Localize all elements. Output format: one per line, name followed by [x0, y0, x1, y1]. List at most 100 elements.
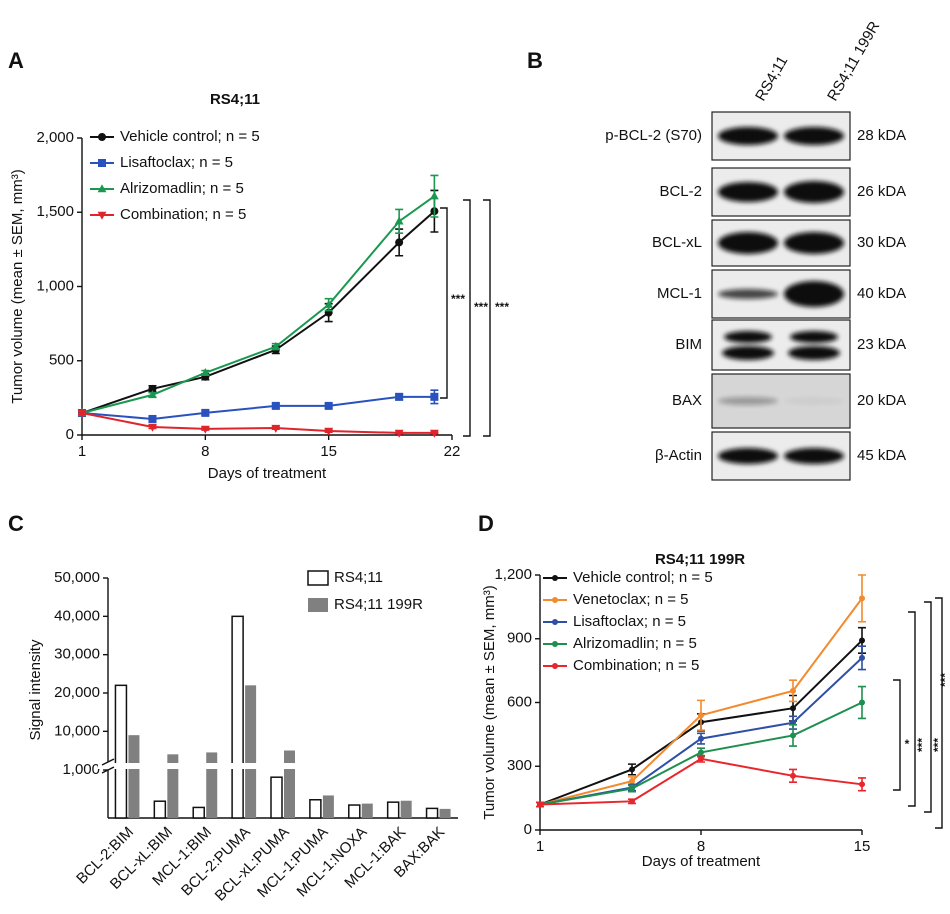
point [429, 429, 439, 438]
bar [309, 799, 322, 819]
significance-bracket [440, 207, 448, 399]
legend-label: RS4;11 [334, 569, 383, 586]
point [148, 390, 157, 399]
y-tick-label: 0 [524, 821, 532, 838]
point [395, 238, 404, 247]
bar [153, 800, 167, 819]
point [859, 699, 865, 706]
legend-label: Vehicle control; n = 5 [573, 569, 713, 586]
point [200, 425, 210, 434]
legend-marker [552, 641, 558, 647]
point [537, 801, 543, 808]
bar [425, 807, 439, 819]
point [629, 798, 635, 805]
panel-letter: D [478, 511, 494, 536]
axis-break-mark [101, 758, 115, 774]
row-label: MCL-1 [657, 285, 702, 302]
point [698, 712, 704, 719]
y-tick-label: 500 [49, 352, 74, 369]
point [429, 191, 439, 200]
bar [231, 615, 244, 819]
band [790, 331, 838, 343]
bar [439, 808, 451, 818]
significance-bracket [483, 199, 491, 437]
x-tick-label: 1 [78, 443, 86, 460]
x-axis-label: Days of treatment [208, 465, 327, 482]
band [724, 331, 772, 343]
size-label: 30 kDA [857, 234, 906, 251]
significance-bracket [893, 679, 901, 791]
row-label: BCL-2 [659, 183, 702, 200]
row-label: β-Actin [655, 447, 702, 464]
legend-label: Alrizomadlin; n = 5 [120, 180, 244, 197]
point [324, 427, 334, 436]
point [790, 705, 796, 712]
point [790, 687, 796, 694]
y-tick-label: 600 [507, 693, 532, 710]
point [430, 392, 439, 401]
y-tick-label: 20,000 [54, 684, 100, 701]
y-tick-label: 1,200 [494, 566, 532, 583]
point [698, 755, 704, 762]
point [148, 423, 157, 432]
significance-label: *** [451, 292, 465, 306]
band [718, 182, 778, 202]
point [859, 781, 865, 788]
bar [270, 776, 283, 819]
bar [245, 685, 257, 818]
y-tick-label: 0 [66, 426, 74, 443]
significance-bracket [924, 601, 932, 813]
significance-label: * [905, 737, 910, 751]
lane-label: RS4;11 199R [824, 18, 883, 104]
band [784, 181, 844, 203]
bar [284, 750, 295, 818]
size-label: 20 kDA [857, 392, 906, 409]
point [148, 384, 157, 393]
legend-label: Venetoclax; n = 5 [573, 591, 689, 608]
point [324, 299, 334, 308]
size-label: 40 kDA [857, 285, 906, 302]
band [784, 127, 844, 145]
panel-letter: B [527, 48, 543, 73]
point [148, 414, 157, 423]
legend-marker [97, 211, 107, 220]
chart-title: RS4;11 [210, 91, 260, 108]
point [859, 654, 865, 661]
size-label: 28 kDA [857, 127, 906, 144]
axis-break [98, 763, 458, 769]
bar [361, 803, 373, 818]
significance-label: *** [474, 300, 488, 314]
point [629, 766, 635, 773]
y-tick-label: 50,000 [54, 569, 100, 586]
y-axis-label: Signal intensity [27, 639, 44, 740]
x-tick-label: 8 [201, 443, 209, 460]
x-tick-label: 15 [320, 443, 337, 460]
y-tick-label: 1,000 [62, 761, 100, 778]
significance-label: *** [495, 300, 509, 314]
panel-letter: C [8, 511, 24, 536]
row-label: BCL-xL [652, 234, 702, 251]
y-tick-label: 30,000 [54, 646, 100, 663]
y-tick-label: 1,500 [36, 203, 74, 220]
point [395, 392, 404, 401]
point [629, 778, 635, 785]
legend-marker [552, 575, 558, 581]
bar [386, 801, 400, 819]
y-tick-label: 900 [507, 630, 532, 647]
point [394, 429, 404, 438]
legend-marker [98, 159, 106, 167]
y-axis-label: Tumor volume (mean ± SEM, mm³) [9, 169, 26, 403]
point [201, 408, 210, 417]
legend-label: Vehicle control; n = 5 [120, 128, 260, 145]
legend-marker [98, 133, 106, 141]
panel-letter: A [8, 48, 24, 73]
lane-label: RS4;11 [752, 53, 791, 104]
point [200, 367, 210, 376]
significance-bracket [908, 611, 916, 807]
row-label: BIM [675, 336, 702, 353]
x-axis-label: Days of treatment [642, 853, 761, 870]
blot-panel [711, 319, 851, 371]
y-tick-label: 300 [507, 757, 532, 774]
band [718, 232, 778, 254]
